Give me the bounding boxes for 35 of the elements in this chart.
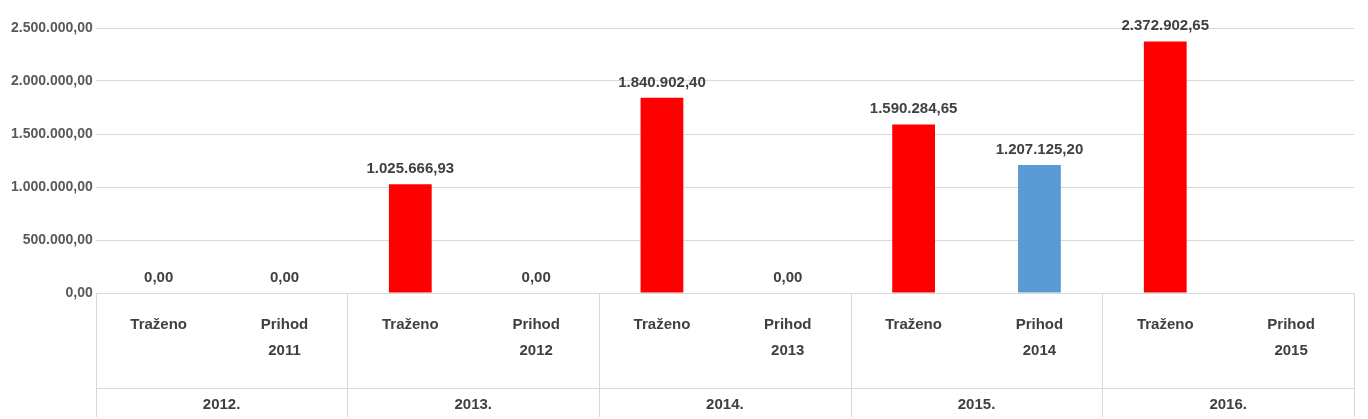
data-label: 0,00 xyxy=(144,267,174,285)
data-label: 1.207.125,20 xyxy=(995,139,1084,157)
bar xyxy=(892,124,935,293)
text: 2014. xyxy=(706,394,744,412)
data-label: 0,00 xyxy=(521,267,551,285)
y-tick-label: 1.500.000,00 xyxy=(10,124,93,141)
x-tick-label: Prihod 2013 xyxy=(764,315,812,359)
x-tick-label: Prihod 2014 xyxy=(1015,315,1064,359)
y-tick-label: 2.000.000,00 xyxy=(10,71,93,88)
data-label: 1.840.902,40 xyxy=(618,72,706,90)
bar xyxy=(640,97,684,293)
x-tick-label: Traženo xyxy=(885,315,942,333)
bar xyxy=(1018,165,1061,293)
data-label: 0,00 xyxy=(773,267,803,285)
text: 2013. xyxy=(454,394,492,412)
bar xyxy=(388,184,432,293)
y-tick-label: 0,00 xyxy=(65,283,93,300)
y-tick-label: 500.000,00 xyxy=(22,230,93,247)
data-label: 1.025.666,93 xyxy=(366,158,455,176)
text: 2016. xyxy=(1209,394,1247,412)
x-tick-label: Traženo xyxy=(130,315,187,333)
data-label: 2.372.902,65 xyxy=(1121,16,1210,34)
x-tick-label: Prihod 2012 xyxy=(512,315,560,359)
bar xyxy=(1143,41,1187,293)
y-tick-label: 2.500.000,00 xyxy=(10,18,93,35)
text: 2012. xyxy=(202,394,241,412)
x-tick-label: Prihod 2015 xyxy=(1267,315,1315,359)
x-tick-label: Traženo xyxy=(633,315,691,333)
text: 2015. xyxy=(957,394,996,412)
data-label: 1.590.284,65 xyxy=(869,99,958,117)
data-label: 0,00 xyxy=(269,267,300,285)
x-tick-label: Traženo xyxy=(1136,315,1194,333)
y-tick-label: 1.000.000,00 xyxy=(10,177,93,194)
x-tick-label: Prihod 2011 xyxy=(260,315,309,359)
x-tick-label: Traženo xyxy=(381,315,439,333)
